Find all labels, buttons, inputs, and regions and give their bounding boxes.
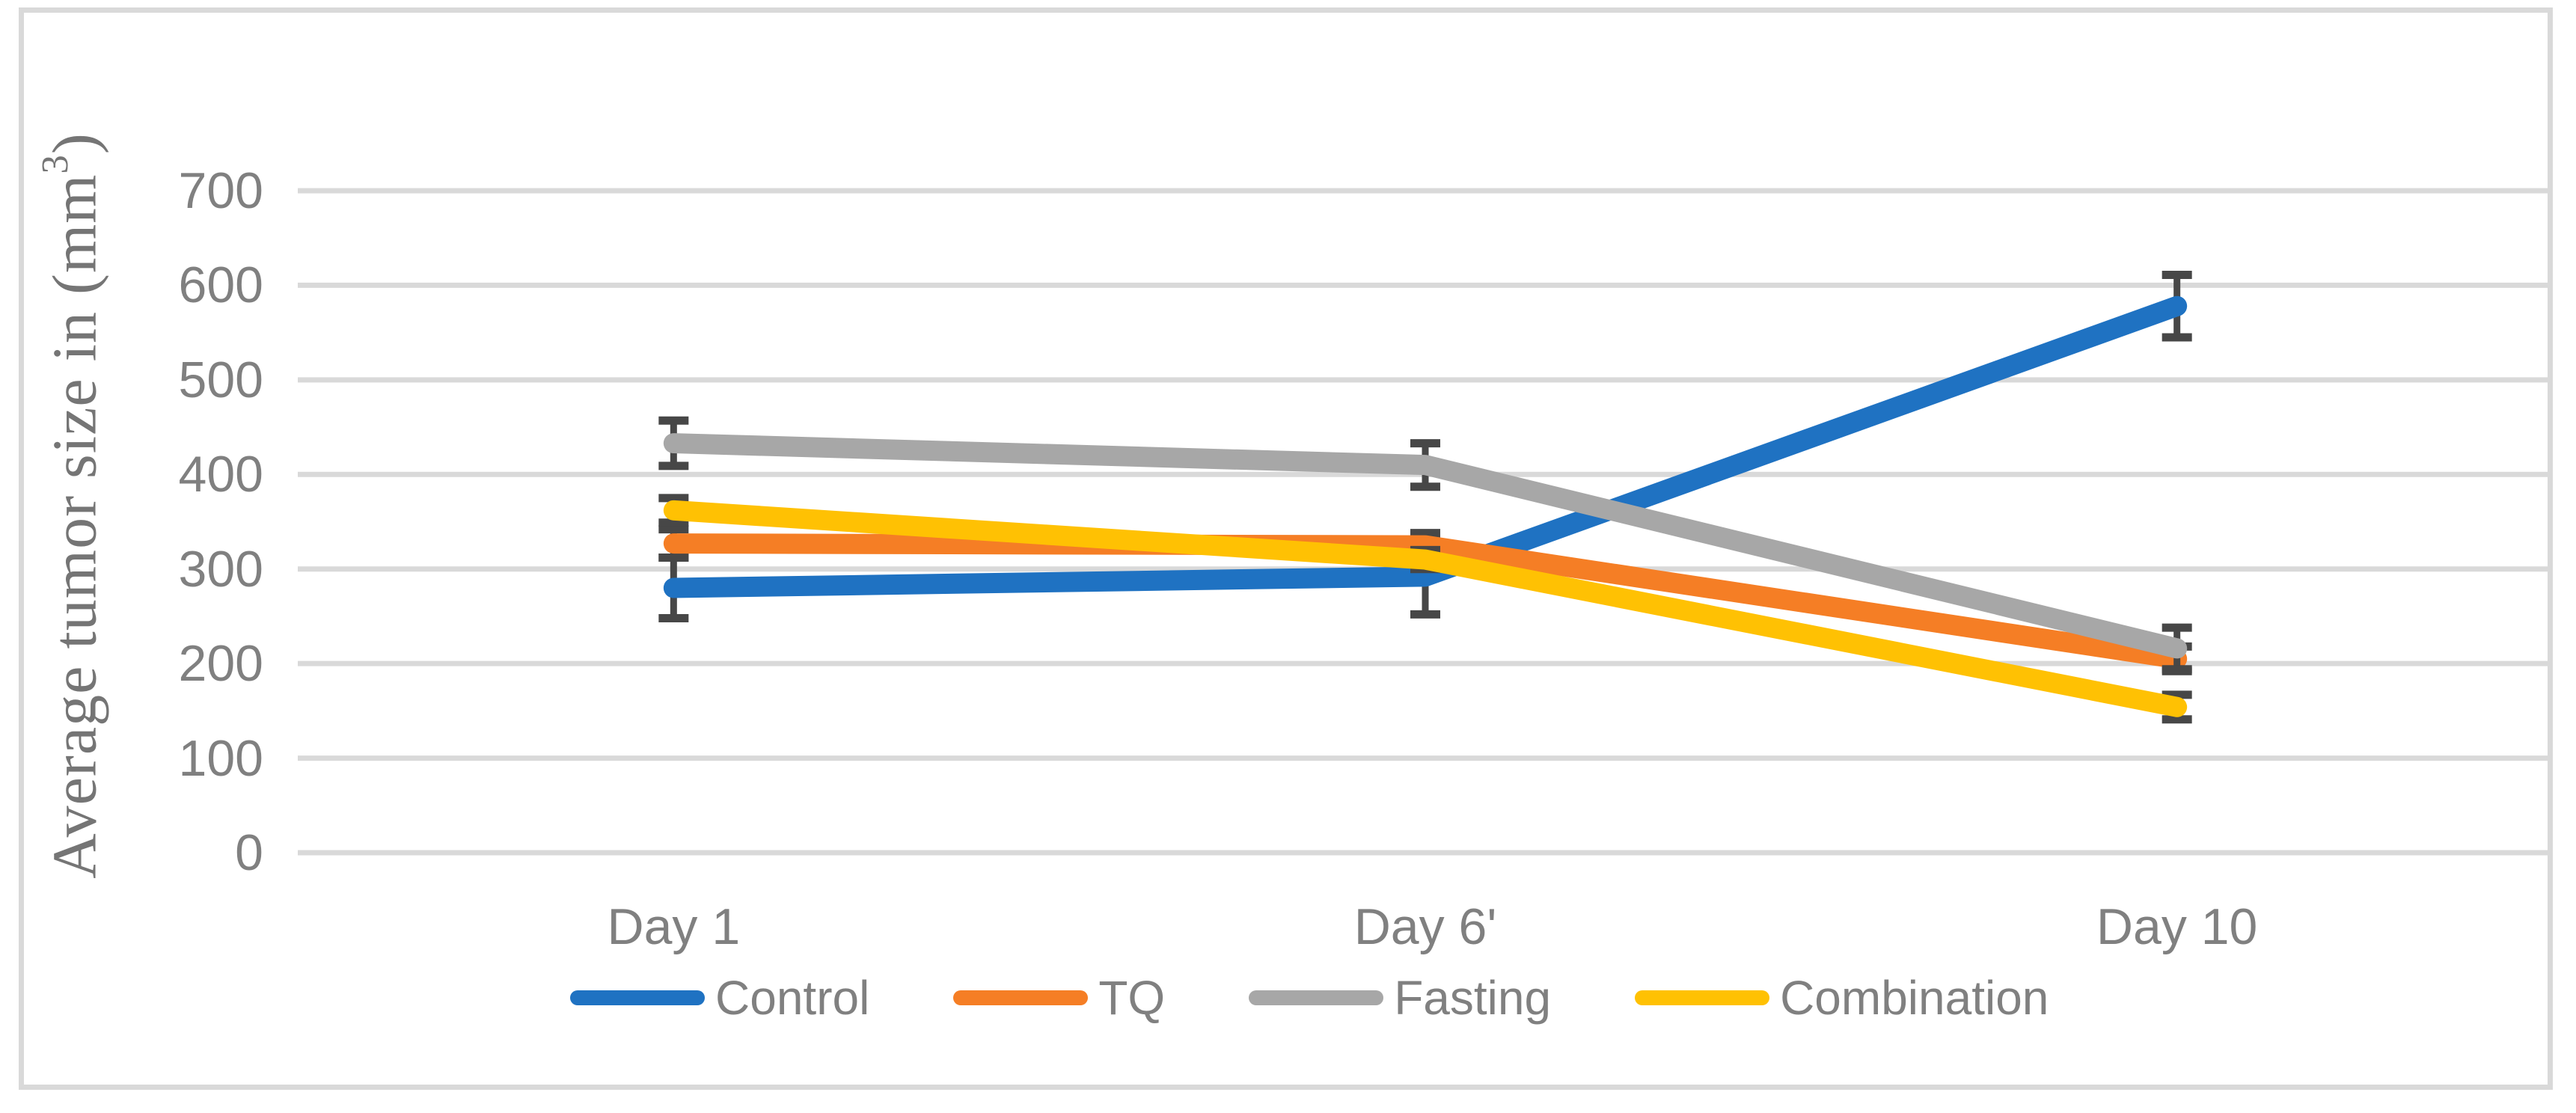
legend-item-combination: Combination [1635, 974, 2049, 1022]
legend-marker-tq [953, 990, 1089, 1005]
y-tick-label-200: 200 [178, 635, 263, 693]
y-tick-label-700: 700 [178, 162, 263, 219]
series-line-control [663, 295, 2188, 598]
y-tick-label-100: 100 [178, 729, 263, 787]
chart-frame-border [19, 7, 2553, 1090]
legend-item-control: Control [570, 974, 869, 1022]
legend-marker-combination [1635, 990, 1770, 1005]
legend-marker-fasting [1249, 990, 1384, 1005]
legend-label: Fasting [1394, 971, 1552, 1025]
series-line-fasting [663, 433, 2188, 659]
legend-label: TQ [1098, 971, 1166, 1025]
y-tick-label-300: 300 [178, 540, 263, 598]
legend-label: Combination [1780, 971, 2049, 1025]
legend-marker-control [570, 990, 705, 1005]
y-tick-label-500: 500 [178, 351, 263, 408]
chart-legend: Control TQ Fasting Combination [570, 965, 2049, 1031]
legend-item-tq: TQ [953, 974, 1165, 1022]
series-line-tq [663, 533, 2188, 669]
x-axis-label-1: Day 1 [607, 898, 741, 955]
x-axis-label-3: Day 10 [2096, 898, 2258, 955]
legend-item-fasting: Fasting [1249, 974, 1551, 1022]
y-axis-title-suffix: ) [40, 132, 110, 155]
y-tick-label-0: 0 [235, 824, 263, 881]
series-line-combination [663, 500, 2188, 717]
y-tick-label-600: 600 [178, 257, 263, 314]
x-axis-label-2: Day 6' [1353, 898, 1497, 955]
y-tick-label-400: 400 [178, 446, 263, 503]
legend-label: Control [715, 971, 870, 1025]
